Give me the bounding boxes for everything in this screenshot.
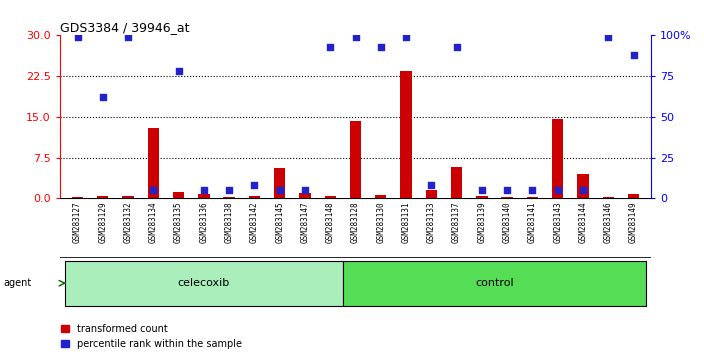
Text: GSM283128: GSM283128 <box>351 201 360 243</box>
Point <box>603 34 614 40</box>
Bar <box>199 194 210 198</box>
Legend: transformed count, percentile rank within the sample: transformed count, percentile rank withi… <box>61 324 241 349</box>
Bar <box>97 196 108 198</box>
Text: GSM283129: GSM283129 <box>99 201 107 243</box>
Point <box>350 34 361 40</box>
Text: agent: agent <box>4 278 32 288</box>
Text: GSM283134: GSM283134 <box>149 201 158 243</box>
Point <box>501 187 513 193</box>
Point <box>628 52 639 58</box>
Point <box>577 187 589 193</box>
Bar <box>628 194 639 198</box>
Point <box>148 187 159 193</box>
Bar <box>401 71 412 198</box>
Bar <box>274 169 285 198</box>
Bar <box>72 196 83 198</box>
Text: control: control <box>475 278 514 288</box>
Bar <box>223 196 235 198</box>
Bar <box>552 119 563 198</box>
Point <box>451 44 463 50</box>
Text: GSM283130: GSM283130 <box>377 201 385 243</box>
Bar <box>527 196 538 198</box>
Text: GSM283139: GSM283139 <box>477 201 486 243</box>
Bar <box>299 193 310 198</box>
Text: GSM283127: GSM283127 <box>73 201 82 243</box>
Text: GSM283132: GSM283132 <box>124 201 132 243</box>
Text: celecoxib: celecoxib <box>178 278 230 288</box>
Text: GSM283135: GSM283135 <box>174 201 183 243</box>
Point <box>249 182 260 188</box>
Point <box>122 34 134 40</box>
Text: GSM283149: GSM283149 <box>629 201 638 243</box>
Bar <box>325 195 336 198</box>
Text: GSM283141: GSM283141 <box>528 201 537 243</box>
Point <box>426 182 437 188</box>
Text: GSM283131: GSM283131 <box>401 201 410 243</box>
Text: GSM283140: GSM283140 <box>503 201 512 243</box>
Text: GSM283146: GSM283146 <box>604 201 612 243</box>
Point <box>375 44 386 50</box>
Bar <box>451 167 463 198</box>
Bar <box>148 128 159 198</box>
Text: GSM283133: GSM283133 <box>427 201 436 243</box>
Point <box>527 187 538 193</box>
Text: GSM283148: GSM283148 <box>326 201 334 243</box>
Point <box>199 187 210 193</box>
Bar <box>577 174 589 198</box>
Bar <box>350 121 361 198</box>
Point <box>224 187 235 193</box>
Point <box>72 34 83 40</box>
Point <box>173 68 184 74</box>
Text: GSM283144: GSM283144 <box>579 201 587 243</box>
Bar <box>476 196 488 198</box>
Point <box>552 187 563 193</box>
Point <box>97 95 108 100</box>
Text: GSM283145: GSM283145 <box>275 201 284 243</box>
Point <box>476 187 487 193</box>
Bar <box>343 261 646 306</box>
Point <box>401 34 412 40</box>
Bar <box>603 196 614 198</box>
Bar <box>173 192 184 198</box>
Point <box>274 187 285 193</box>
Bar <box>249 196 260 198</box>
Text: GSM283147: GSM283147 <box>301 201 310 243</box>
Bar <box>65 261 343 306</box>
Text: GSM283138: GSM283138 <box>225 201 234 243</box>
Text: GDS3384 / 39946_at: GDS3384 / 39946_at <box>60 21 189 34</box>
Bar <box>122 195 134 198</box>
Text: GSM283143: GSM283143 <box>553 201 562 243</box>
Point <box>299 187 310 193</box>
Text: GSM283142: GSM283142 <box>250 201 259 243</box>
Text: GSM283136: GSM283136 <box>199 201 208 243</box>
Bar <box>375 195 386 198</box>
Bar <box>501 196 513 198</box>
Text: GSM283137: GSM283137 <box>452 201 461 243</box>
Bar <box>426 190 437 198</box>
Point <box>325 44 336 50</box>
